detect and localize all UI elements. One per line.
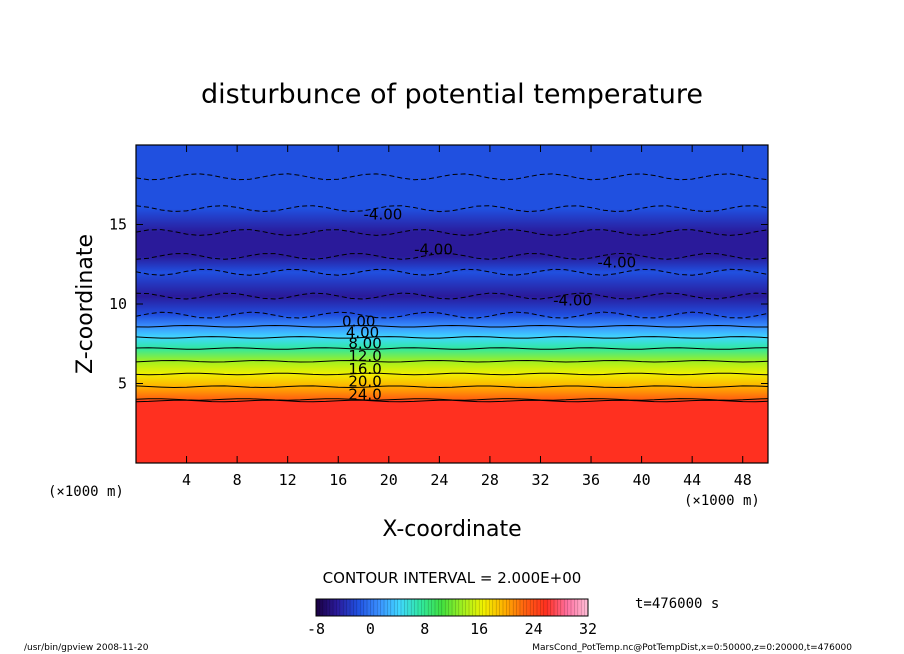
contour-line [136,205,768,213]
x-tick-label: 48 [734,471,752,489]
contour-label: 24.0 [348,385,381,403]
contour-line [136,398,768,401]
contour-label: 12.0 [348,347,381,365]
x-unit-right: (×1000 m) [684,493,760,509]
colorbar-tick-label: 16 [470,620,488,638]
colorbar-frame [315,598,589,617]
contour-line [136,347,768,350]
time-text: t=476000 s [635,596,719,612]
x-tick-label: 20 [380,471,398,489]
contour-label: -4.00 [597,253,636,271]
contour-label: -4.00 [364,206,403,224]
contour-label: 4.00 [346,323,379,341]
footer-right: MarsCond_PotTemp.nc@PotTempDist,x=0:5000… [532,643,852,653]
x-tick-label: 16 [329,471,347,489]
footer-left: /usr/bin/gpview 2008-11-20 [24,643,149,653]
x-tick-label: 40 [633,471,651,489]
contour-line [136,292,768,300]
y-tick-label: 5 [118,375,127,393]
contour-label: 8.00 [348,335,381,353]
contour-lines [136,173,768,403]
contour-line [136,229,768,236]
colorbar-tick-label: 32 [579,620,597,638]
x-ticks: 4 8 12 16 20 24 28 32 36 40 44 48 [182,145,752,489]
y-tick-label: 10 [109,295,127,313]
contour-line [136,372,768,376]
chart-title: disturbunce of potential temperature [201,79,703,110]
contour-labels: -4.00 -4.00 -4.00 -4.00 0.004.008.0012.016.0… [342,206,636,404]
x-tick-label: 12 [279,471,297,489]
contour-line [136,324,768,328]
colorbar-tick-label: 8 [420,620,429,638]
x-tick-label: 36 [582,471,600,489]
contour-interval-text: CONTOUR INTERVAL = 2.000E+00 [323,569,582,587]
colorbar-gradient [316,599,588,616]
y-axis-label: Z-coordinate [73,234,98,374]
contour-line [136,268,768,276]
x-tick-label: 44 [683,471,701,489]
colorbar-stripes [319,599,585,616]
x-unit-left: (×1000 m) [48,484,124,500]
contour-label: 20.0 [348,373,381,391]
contour-line [136,385,768,389]
y-tick-label: 15 [109,216,127,234]
colorbar-tick-label: 0 [366,620,375,638]
contour-line [136,252,768,260]
x-tick-label: 28 [481,471,499,489]
x-axis-label: X-coordinate [382,517,521,542]
heatmap-field [136,145,768,463]
x-tick-label: 24 [430,471,448,489]
colorbar-tick-label: 24 [525,620,543,638]
x-tick-label: 32 [531,471,549,489]
contour-line [136,336,768,339]
contour-label: 16.0 [348,360,381,378]
contour-label: -4.00 [553,292,592,310]
contour-line [136,311,768,319]
x-tick-label: 8 [233,471,242,489]
contour-label: -4.00 [414,241,453,259]
colorbar: -8 0 8 16 24 32 [307,598,597,638]
colorbar-tick-label: -8 [307,620,325,638]
contour-line [136,359,768,363]
contour-label: 0.00 [342,312,375,330]
y-ticks: 5 10 15 [109,216,768,393]
plot-area: -4.00 -4.00 -4.00 -4.00 0.004.008.0012.016.0… [109,144,769,489]
x-tick-label: 4 [182,471,191,489]
contour-line [136,173,768,181]
colorbar-ticks: -8 0 8 16 24 32 [307,620,597,638]
